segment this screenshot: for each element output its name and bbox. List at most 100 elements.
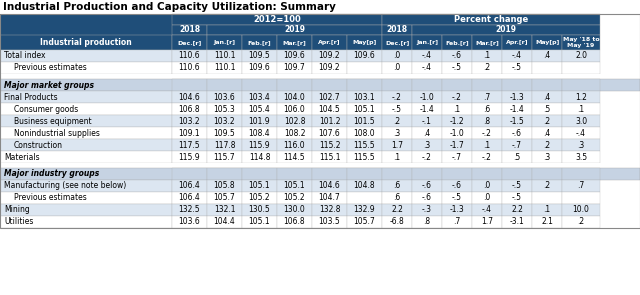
Bar (207, 79, 242, 91)
Bar (412, 79, 442, 91)
Bar (472, 50, 502, 62)
Text: Consumer goods: Consumer goods (14, 104, 78, 114)
Text: 2018: 2018 (387, 25, 408, 35)
Text: .6: .6 (394, 194, 401, 202)
Bar (412, 50, 442, 62)
Bar (0, 79, 640, 91)
Bar (347, 35, 382, 50)
Text: 105.7: 105.7 (354, 217, 376, 227)
Text: 115.5: 115.5 (354, 153, 375, 161)
Text: -1.3: -1.3 (450, 206, 465, 214)
Bar (442, 115, 472, 127)
Text: 110.1: 110.1 (214, 63, 236, 73)
Text: .7: .7 (577, 181, 584, 191)
Bar (242, 139, 277, 151)
Bar (412, 103, 442, 115)
Bar (242, 180, 277, 192)
Text: Nonindustrial supplies: Nonindustrial supplies (14, 129, 100, 137)
Bar (412, 127, 442, 139)
Bar (277, 127, 312, 139)
Text: 115.7: 115.7 (214, 153, 236, 161)
Text: 104.0: 104.0 (284, 93, 305, 101)
Text: Apr.[r]: Apr.[r] (318, 40, 340, 45)
Text: .2: .2 (543, 181, 550, 191)
Bar (242, 216, 277, 228)
Bar (532, 103, 562, 115)
Text: 2.2: 2.2 (511, 206, 523, 214)
Text: 1.7: 1.7 (481, 217, 493, 227)
Bar (242, 192, 277, 204)
Bar (0, 115, 172, 127)
Bar (412, 115, 442, 127)
Text: .3: .3 (424, 140, 431, 150)
Text: 109.6: 109.6 (284, 52, 305, 60)
Bar (0, 14, 172, 25)
Bar (532, 139, 562, 151)
Text: .1: .1 (543, 206, 550, 214)
Bar (242, 151, 277, 163)
Text: -.6: -.6 (422, 181, 432, 191)
Text: 103.5: 103.5 (319, 217, 340, 227)
Bar (382, 103, 412, 115)
Bar (172, 35, 207, 50)
Bar (172, 204, 207, 216)
Text: 105.1: 105.1 (249, 217, 270, 227)
Bar (347, 192, 382, 204)
Text: 110.1: 110.1 (214, 52, 236, 60)
Bar (0, 127, 172, 139)
Text: Mar.[r]: Mar.[r] (475, 40, 499, 45)
Text: 105.1: 105.1 (354, 104, 375, 114)
Text: .0: .0 (483, 181, 491, 191)
Text: .6: .6 (483, 104, 491, 114)
Bar (412, 91, 442, 103)
Text: 105.3: 105.3 (214, 104, 236, 114)
Text: Percent change: Percent change (454, 15, 528, 24)
Bar (312, 204, 347, 216)
Text: .1: .1 (453, 104, 461, 114)
Bar (442, 180, 472, 192)
Bar (347, 79, 382, 91)
Bar (312, 139, 347, 151)
Text: .8: .8 (483, 117, 491, 125)
Text: .0: .0 (483, 194, 491, 202)
Text: Feb.[r]: Feb.[r] (445, 40, 469, 45)
Bar (277, 192, 312, 204)
Bar (562, 180, 600, 192)
Text: -1.7: -1.7 (450, 140, 465, 150)
Text: -3.1: -3.1 (509, 217, 524, 227)
Bar (412, 151, 442, 163)
Bar (382, 62, 412, 74)
Text: Dec.[r]: Dec.[r] (177, 40, 202, 45)
Bar (442, 151, 472, 163)
Bar (207, 192, 242, 204)
Text: 104.6: 104.6 (319, 181, 340, 191)
Bar (412, 216, 442, 228)
Text: 103.1: 103.1 (354, 93, 375, 101)
Text: -.2: -.2 (452, 93, 462, 101)
Text: 104.6: 104.6 (179, 93, 200, 101)
Bar (442, 168, 472, 180)
Bar (172, 168, 207, 180)
Bar (172, 62, 207, 74)
Bar (0, 139, 172, 151)
Bar (0, 0, 640, 14)
Bar (472, 168, 502, 180)
Text: .7: .7 (453, 217, 461, 227)
Text: -.5: -.5 (512, 181, 522, 191)
Bar (172, 127, 207, 139)
Bar (277, 50, 312, 62)
Text: Manufacturing (see note below): Manufacturing (see note below) (4, 181, 126, 191)
Text: -1.0: -1.0 (450, 129, 465, 137)
Text: 2.1: 2.1 (541, 217, 553, 227)
Bar (382, 35, 412, 50)
Bar (502, 115, 532, 127)
Bar (502, 127, 532, 139)
Bar (442, 91, 472, 103)
Bar (172, 115, 207, 127)
Text: -1.2: -1.2 (450, 117, 464, 125)
Text: -.4: -.4 (422, 52, 432, 60)
Text: 115.9: 115.9 (179, 153, 200, 161)
Bar (172, 216, 207, 228)
Bar (382, 216, 412, 228)
Text: .1: .1 (483, 52, 491, 60)
